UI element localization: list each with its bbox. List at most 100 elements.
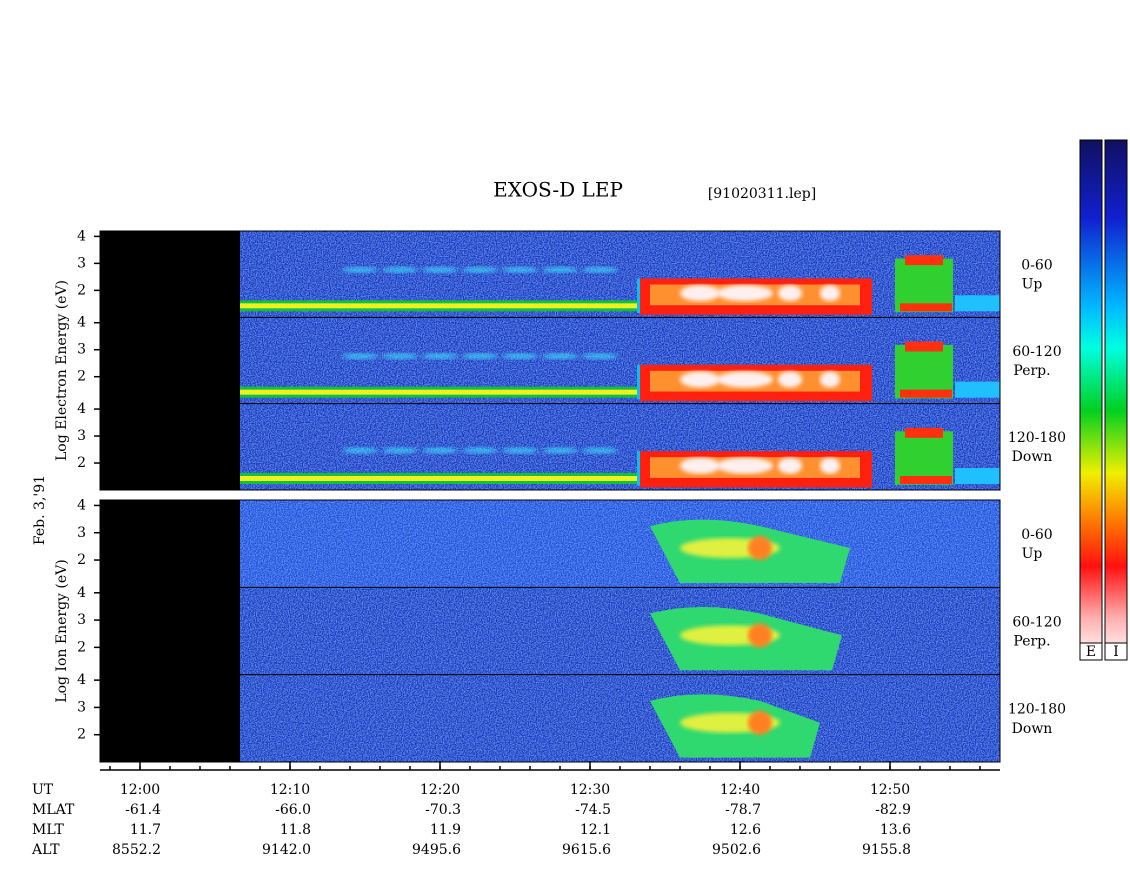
ephemeris-value: -74.5 bbox=[575, 802, 611, 818]
stripe bbox=[542, 447, 578, 454]
spectrogram-features bbox=[650, 606, 842, 671]
y-axis-label: Log Ion Energy (eV) bbox=[54, 559, 70, 702]
blob-core bbox=[748, 710, 772, 735]
stripe bbox=[502, 353, 538, 360]
panel-direction: Perp. bbox=[1013, 363, 1050, 379]
y-tick-label: 4 bbox=[77, 228, 86, 244]
frame bbox=[99, 230, 1001, 491]
y-axis-label: Log Electron Energy (eV) bbox=[54, 280, 70, 461]
y-tick-label: 4 bbox=[77, 315, 86, 331]
hot bbox=[900, 303, 952, 312]
stripe bbox=[462, 353, 498, 360]
y-tick-label: 4 bbox=[77, 672, 86, 688]
x-tick-label: 12:40 bbox=[720, 782, 760, 798]
panel-angle: 0-60 bbox=[1021, 258, 1052, 274]
hot bbox=[955, 295, 1000, 312]
ephemeris-value: 11.9 bbox=[430, 822, 461, 838]
panel-direction: Up bbox=[1022, 546, 1043, 562]
stripe bbox=[502, 447, 538, 454]
spectrogram-features bbox=[650, 519, 850, 583]
ephemeris-value: 12.1 bbox=[580, 822, 611, 838]
spectrogram bbox=[240, 674, 1000, 762]
ephemeris-value: -66.0 bbox=[275, 802, 311, 818]
ephemeris-value: -78.7 bbox=[725, 802, 761, 818]
x-tick-label: 12:50 bbox=[870, 782, 910, 798]
hot bbox=[900, 476, 952, 484]
x-tick-label: 12:10 bbox=[270, 782, 310, 798]
date-label: Feb. 3,'91 bbox=[32, 475, 48, 545]
hot bbox=[680, 285, 720, 302]
stripe bbox=[342, 266, 378, 273]
hot bbox=[955, 381, 1000, 398]
ephemeris-value: 9142.0 bbox=[262, 842, 311, 858]
y-tick-label: 2 bbox=[77, 455, 86, 471]
hot bbox=[905, 341, 943, 352]
panel-direction: Down bbox=[1012, 449, 1053, 465]
hot bbox=[717, 457, 773, 474]
panel-angle: 120-180 bbox=[1008, 430, 1066, 446]
chart-title: EXOS-D LEP bbox=[493, 178, 623, 202]
band bbox=[240, 389, 637, 395]
spectrogram-features bbox=[650, 694, 820, 758]
hot bbox=[637, 364, 640, 400]
stripe bbox=[462, 266, 498, 273]
blob-core bbox=[748, 536, 772, 561]
band bbox=[240, 303, 637, 309]
y-tick-label: 2 bbox=[77, 639, 86, 655]
data-gap bbox=[100, 500, 240, 762]
color-bar-label: E bbox=[1086, 644, 1096, 660]
color-bar bbox=[1079, 139, 1103, 661]
stripe bbox=[342, 353, 378, 360]
blob-core bbox=[748, 623, 772, 648]
ephemeris-value: -82.9 bbox=[875, 802, 911, 818]
stripe bbox=[582, 266, 618, 273]
panel-angle: 0-60 bbox=[1021, 527, 1052, 543]
y-tick-label: 3 bbox=[77, 612, 86, 628]
frame bbox=[99, 499, 1001, 763]
panel-direction: Down bbox=[1012, 721, 1053, 737]
stripe bbox=[462, 447, 498, 454]
ephemeris-value: 9155.8 bbox=[862, 842, 911, 858]
hot bbox=[905, 255, 943, 266]
hot bbox=[820, 457, 840, 474]
hot bbox=[637, 278, 640, 314]
hot bbox=[895, 431, 953, 485]
stripe bbox=[582, 447, 618, 454]
stripe bbox=[422, 266, 458, 273]
hot bbox=[778, 457, 802, 474]
spectrogram bbox=[240, 500, 1000, 588]
ephemeris-name: MLT bbox=[32, 822, 64, 838]
x-tick-label: 12:20 bbox=[420, 782, 460, 798]
spectrogram-features bbox=[240, 341, 1000, 402]
y-tick-label: 2 bbox=[77, 552, 86, 568]
color-bar-label: I bbox=[1113, 644, 1119, 660]
panel-angle: 60-120 bbox=[1012, 344, 1061, 360]
y-tick-label: 3 bbox=[77, 255, 86, 271]
panel-angle: 120-180 bbox=[1008, 702, 1066, 718]
plots: 2 3 4 0-60 Up 2 3 4 60-120 Perp. 2 3 4 120-180 Down Log… bbox=[31, 139, 1128, 858]
hot bbox=[637, 451, 640, 486]
y-tick-label: 4 bbox=[77, 497, 86, 513]
hot bbox=[778, 371, 802, 388]
hot bbox=[895, 344, 953, 399]
y-tick-label: 3 bbox=[77, 699, 86, 715]
ephemeris-value: 11.7 bbox=[130, 822, 161, 838]
hot bbox=[905, 427, 943, 438]
hot bbox=[820, 285, 840, 302]
ephemeris-value: 9502.6 bbox=[712, 842, 761, 858]
ephemeris-value: 9495.6 bbox=[412, 842, 461, 858]
y-tick-label: 2 bbox=[77, 282, 86, 298]
ephemeris-value: 8552.2 bbox=[112, 842, 161, 858]
spectrogram bbox=[240, 587, 1000, 675]
ephemeris-value: -70.3 bbox=[425, 802, 461, 818]
band bbox=[240, 476, 637, 481]
y-tick-label: 4 bbox=[77, 401, 86, 417]
color-bar bbox=[1104, 139, 1128, 661]
hot bbox=[820, 371, 840, 388]
y-tick-label: 4 bbox=[77, 585, 86, 601]
stripe bbox=[422, 353, 458, 360]
hot bbox=[717, 371, 773, 388]
hot bbox=[900, 389, 952, 398]
stripe bbox=[382, 447, 418, 454]
